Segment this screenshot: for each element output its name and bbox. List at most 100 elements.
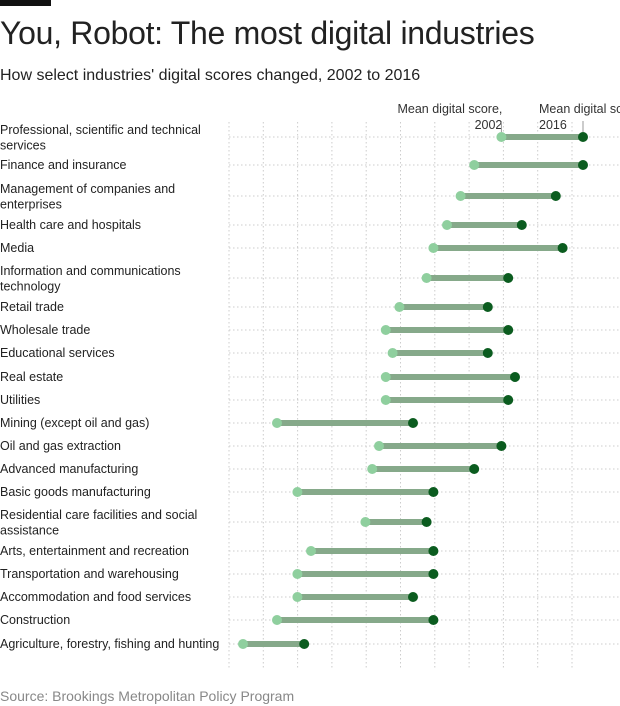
legend-label-line: 2016 bbox=[539, 118, 567, 132]
legend-label-line: Mean digital score, bbox=[397, 102, 502, 116]
category-label: Media bbox=[0, 241, 34, 255]
end-2016-dot bbox=[503, 273, 514, 283]
end-2016-dot bbox=[428, 487, 439, 497]
end-2016-dot bbox=[510, 372, 520, 382]
category-label: Real estate bbox=[0, 370, 63, 384]
legend-label-line: 2002 bbox=[475, 118, 503, 132]
category-label-line: assistance bbox=[0, 524, 59, 538]
end-2016-dot bbox=[482, 348, 493, 358]
chart-subtitle: How select industries' digital scores ch… bbox=[0, 67, 421, 84]
end-2016-dot bbox=[428, 615, 439, 625]
category-label-line: Agriculture, forestry, fishing and hunti… bbox=[0, 637, 219, 651]
category-label-line: Real estate bbox=[0, 370, 63, 384]
legend-label-2002: Mean digital score, 2002 bbox=[397, 102, 502, 132]
end-2016-dot bbox=[421, 517, 432, 527]
category-label-line: Residential care facilities and social bbox=[0, 508, 197, 522]
category-label-line: Management of companies and bbox=[0, 182, 175, 196]
category-label: Arts, entertainment and recreation bbox=[0, 544, 189, 558]
category-label: Utilities bbox=[0, 393, 40, 407]
category-label-line: Wholesale trade bbox=[0, 323, 90, 337]
category-label-line: Utilities bbox=[0, 393, 40, 407]
category-label: Wholesale trade bbox=[0, 323, 90, 337]
start-2002-dot bbox=[421, 273, 432, 283]
category-label: Advanced manufacturing bbox=[0, 462, 138, 476]
category-label-line: Construction bbox=[0, 613, 70, 627]
end-2016-dot bbox=[578, 132, 588, 142]
category-label-line: Information and communications bbox=[0, 264, 181, 278]
category-label: Basic goods manufacturing bbox=[0, 485, 151, 499]
end-2016-dot bbox=[516, 220, 527, 230]
end-2016-dot bbox=[408, 592, 418, 602]
start-2002-dot bbox=[380, 372, 391, 382]
grid-lines bbox=[228, 122, 620, 670]
start-2002-dot bbox=[394, 302, 405, 312]
end-2016-dot bbox=[469, 464, 480, 474]
chart-title: You, Robot: The most digital industries bbox=[0, 15, 535, 51]
category-label: Accommodation and food services bbox=[0, 590, 191, 604]
start-2002-dot bbox=[272, 418, 282, 428]
start-2002-dot bbox=[469, 160, 480, 170]
start-2002-dot bbox=[238, 639, 248, 649]
end-2016-dot bbox=[496, 441, 507, 451]
category-label-line: Retail trade bbox=[0, 300, 64, 314]
category-label-line: Arts, entertainment and recreation bbox=[0, 544, 189, 558]
end-2016-dot bbox=[428, 546, 439, 556]
end-2016-dot bbox=[428, 569, 439, 579]
category-label: Residential care facilities and social as… bbox=[0, 508, 197, 538]
start-2002-dot bbox=[496, 132, 507, 142]
end-2016-dot bbox=[503, 395, 514, 405]
start-2002-dot bbox=[367, 464, 378, 474]
legend-label-line: Mean digital score, bbox=[539, 102, 620, 116]
end-2016-dot bbox=[482, 302, 493, 312]
category-label-line: enterprises bbox=[0, 198, 62, 212]
start-2002-dot bbox=[292, 592, 303, 602]
category-label: Finance and insurance bbox=[0, 158, 127, 172]
category-label-line: Finance and insurance bbox=[0, 158, 127, 172]
category-label-line: Transportation and warehousing bbox=[0, 567, 179, 581]
start-2002-dot bbox=[455, 191, 466, 201]
start-2002-dot bbox=[292, 487, 303, 497]
category-label-line: Professional, scientific and technical bbox=[0, 123, 201, 137]
start-2002-dot bbox=[442, 220, 452, 230]
end-2016-dot bbox=[299, 639, 310, 649]
category-label: Agriculture, forestry, fishing and hunti… bbox=[0, 637, 219, 651]
end-2016-dot bbox=[557, 243, 568, 253]
category-label: Construction bbox=[0, 613, 70, 627]
start-2002-dot bbox=[306, 546, 316, 556]
category-label: Transportation and warehousing bbox=[0, 567, 179, 581]
category-label: Oil and gas extraction bbox=[0, 439, 121, 453]
end-2016-dot bbox=[550, 191, 561, 201]
category-label-line: technology bbox=[0, 280, 61, 294]
category-label: Retail trade bbox=[0, 300, 64, 314]
category-label: Management of companies and enterprises bbox=[0, 182, 175, 212]
start-2002-dot bbox=[360, 517, 371, 527]
top-accent-bar bbox=[0, 0, 51, 6]
category-label-line: Oil and gas extraction bbox=[0, 439, 121, 453]
start-2002-dot bbox=[292, 569, 303, 579]
category-label: Health care and hospitals bbox=[0, 218, 141, 232]
end-2016-dot bbox=[408, 418, 418, 428]
category-label-line: Educational services bbox=[0, 346, 115, 360]
category-label-line: Basic goods manufacturing bbox=[0, 485, 151, 499]
category-label-line: Advanced manufacturing bbox=[0, 462, 138, 476]
end-2016-dot bbox=[503, 325, 514, 335]
start-2002-dot bbox=[374, 441, 384, 451]
category-label-line: Accommodation and food services bbox=[0, 590, 191, 604]
start-2002-dot bbox=[380, 325, 391, 335]
end-2016-dot bbox=[578, 160, 588, 170]
category-label: Educational services bbox=[0, 346, 115, 360]
start-2002-dot bbox=[387, 348, 398, 358]
category-label: Professional, scientific and technical se… bbox=[0, 123, 201, 153]
category-label: Mining (except oil and gas) bbox=[0, 416, 149, 430]
source-note: Source: Brookings Metropolitan Policy Pr… bbox=[0, 688, 295, 704]
category-label: Information and communications technology bbox=[0, 264, 181, 294]
category-label-line: services bbox=[0, 139, 46, 153]
legend-label-2016: Mean digital score, 2016 bbox=[539, 102, 620, 132]
chart-rows: Professional, scientific and technical se… bbox=[0, 123, 588, 651]
start-2002-dot bbox=[380, 395, 391, 405]
category-label-line: Mining (except oil and gas) bbox=[0, 416, 149, 430]
start-2002-dot bbox=[428, 243, 439, 253]
start-2002-dot bbox=[272, 615, 282, 625]
